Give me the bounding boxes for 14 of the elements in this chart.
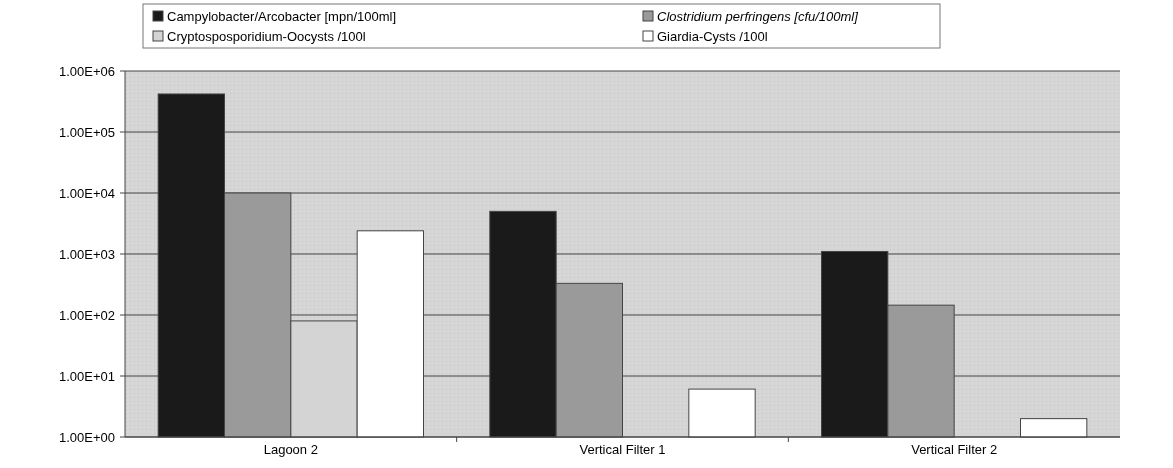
y-tick-label: 1.00E+00 — [58, 429, 115, 445]
y-tick-label: 1.00E+01 — [58, 368, 115, 384]
legend-label: Cryptosposporidium-Oocysts /100l — [167, 28, 366, 44]
legend-label: Campylobacter/Arcobacter [mpn/100ml] — [167, 8, 397, 24]
x-tick-label: Vertical Filter 2 — [911, 442, 998, 457]
legend-label: Giardia-Cysts /100l — [657, 28, 768, 44]
y-tick-label: 1.00E+02 — [58, 307, 115, 323]
x-tick-label: Vertical Filter 1 — [579, 442, 666, 457]
legend-label: Clostridium perfringens [cfu/100ml] — [657, 8, 859, 24]
x-tick-label: Lagoon 2 — [263, 442, 318, 457]
y-tick-label: 1.00E+06 — [58, 63, 115, 79]
y-tick-label: 1.00E+05 — [58, 124, 115, 140]
y-tick-label: 1.00E+04 — [58, 185, 115, 201]
y-tick-label: 1.00E+03 — [58, 246, 115, 262]
